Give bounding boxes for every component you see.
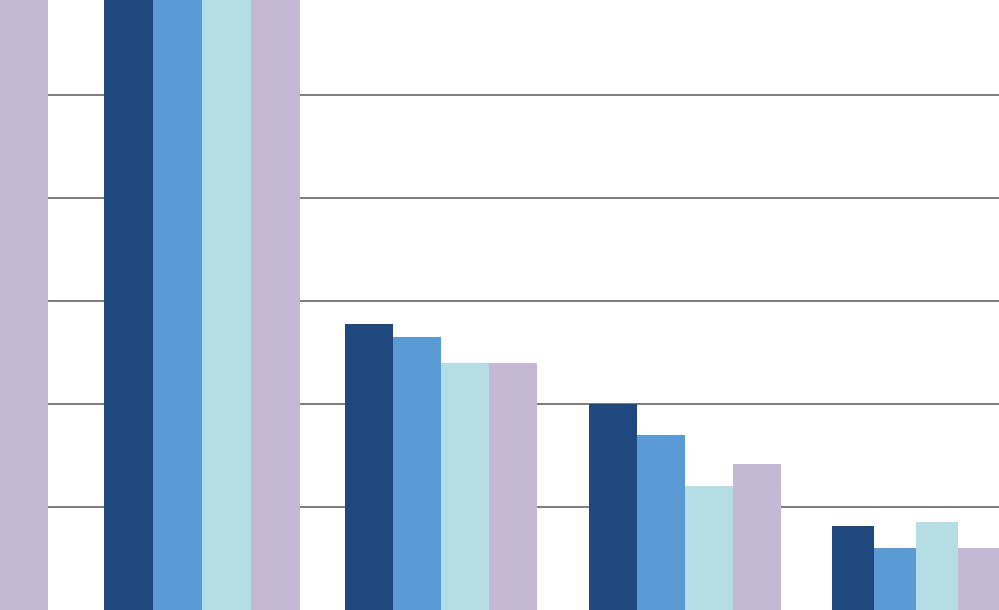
bar	[0, 0, 48, 610]
bar	[733, 464, 781, 610]
bar	[104, 0, 153, 610]
bar	[916, 522, 958, 610]
bar	[685, 486, 733, 610]
bar	[637, 435, 685, 610]
bar-chart	[0, 0, 999, 610]
bar	[153, 0, 202, 610]
bar	[441, 363, 489, 610]
bar	[832, 526, 874, 610]
bar	[489, 363, 537, 610]
bar	[202, 0, 251, 610]
bar	[393, 337, 441, 610]
bar	[958, 548, 999, 610]
bar	[874, 548, 916, 610]
bar	[589, 404, 637, 610]
bar	[345, 324, 393, 610]
bar	[251, 0, 300, 610]
